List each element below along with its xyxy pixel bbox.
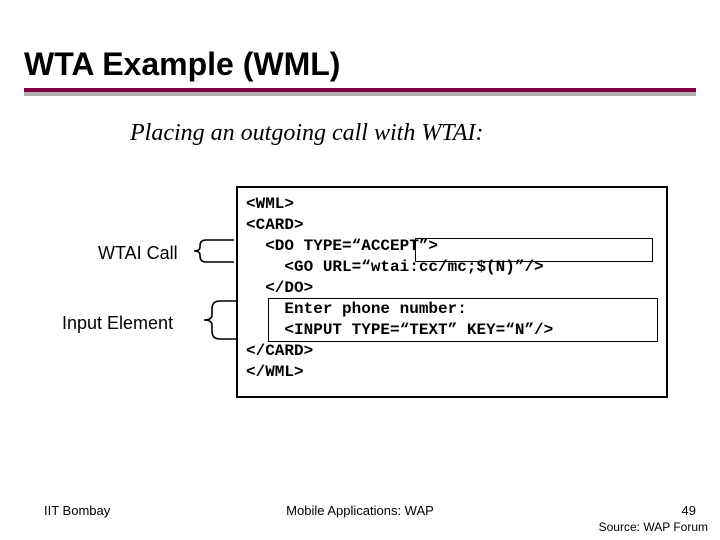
highlight-go-url [415,238,653,262]
code-block: <WML> <CARD> <DO TYPE=“ACCEPT”> <GO URL=… [236,186,668,398]
bracket-wtai-icon [190,236,234,266]
footer-course-title: Mobile Applications: WAP [0,503,720,518]
footer-source: Source: WAP Forum [599,520,708,534]
footer-page-number: 49 [682,503,696,518]
slide: WTA Example (WML) Placing an outgoing ca… [0,0,720,540]
slide-title: WTA Example (WML) [24,46,340,83]
slide-subtitle: Placing an outgoing call with WTAI: [130,120,484,147]
title-underline-secondary [24,92,696,96]
highlight-input-block [268,298,658,342]
footer-course-title-text: Mobile Applications: WAP [286,503,434,518]
label-input-element: Input Element [62,313,173,334]
label-wtai-call: WTAI Call [98,243,178,264]
